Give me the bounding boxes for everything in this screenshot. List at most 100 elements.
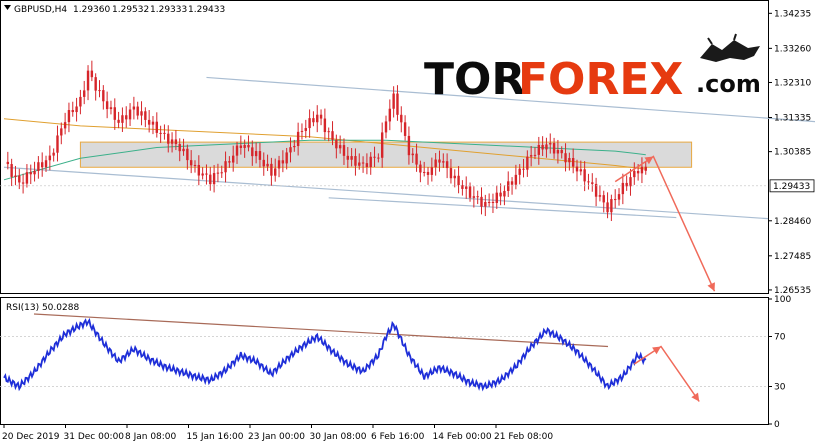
candle-body-21 xyxy=(83,90,86,97)
candle-body-157 xyxy=(602,195,605,203)
candle-body-16 xyxy=(63,122,67,129)
price-tick-label-7: 1.26535 xyxy=(774,286,811,296)
candle-body-77 xyxy=(296,131,300,147)
candle-body-28 xyxy=(109,107,113,110)
candle-body-125 xyxy=(480,196,483,207)
candle-body-134 xyxy=(514,174,518,185)
candle-body-57 xyxy=(220,172,223,174)
candle-body-49 xyxy=(189,160,193,166)
candle-body-2 xyxy=(10,164,13,177)
rsi-tick-label-3: 0 xyxy=(774,420,780,430)
candle-body-30 xyxy=(117,119,120,123)
candle-body-115 xyxy=(442,161,445,163)
candle-body-106 xyxy=(407,135,411,156)
candle-body-159 xyxy=(610,199,613,213)
candle-body-136 xyxy=(522,168,525,170)
candle-body-6 xyxy=(25,172,29,184)
candle-body-59 xyxy=(228,161,231,163)
candle-body-15 xyxy=(60,128,63,136)
candle-body-64 xyxy=(247,144,250,148)
candle-body-149 xyxy=(571,158,575,167)
price-tick-label-1: 1.33260 xyxy=(774,44,811,54)
candle-body-69 xyxy=(266,163,269,167)
candle-body-166 xyxy=(636,170,640,174)
time-tick-label-8: 21 Feb 08:00 xyxy=(494,432,553,442)
candle-body-156 xyxy=(598,195,602,197)
candle-body-80 xyxy=(308,118,311,129)
candle-body-92 xyxy=(354,156,357,166)
candle-body-108 xyxy=(415,153,418,165)
candle-body-161 xyxy=(617,194,621,200)
main-plot-layer xyxy=(0,60,815,292)
candle-body-48 xyxy=(186,148,189,161)
candle-body-39 xyxy=(151,121,155,125)
candle-body-160 xyxy=(614,199,617,201)
candle-body-12 xyxy=(48,155,52,161)
candle-body-88 xyxy=(338,145,342,149)
candle-body-52 xyxy=(201,173,204,176)
candle-body-31 xyxy=(121,115,124,123)
candle-body-74 xyxy=(285,152,288,164)
candle-body-68 xyxy=(262,159,265,167)
candle-body-140 xyxy=(537,144,540,155)
candle-body-137 xyxy=(526,156,529,170)
candle-body-107 xyxy=(411,153,414,156)
candle-body-123 xyxy=(472,196,476,198)
rsi-tick-label-1: 70 xyxy=(774,333,786,343)
candle-body-35 xyxy=(136,106,139,116)
candle-body-118 xyxy=(453,175,456,179)
candle-body-32 xyxy=(125,115,128,120)
candle-body-51 xyxy=(197,164,201,176)
candle-body-168 xyxy=(644,166,647,171)
svg-text:.com: .com xyxy=(696,70,761,98)
candle-body-105 xyxy=(403,122,407,136)
candle-body-167 xyxy=(640,166,644,174)
time-tick-label-6: 6 Feb 16:00 xyxy=(371,432,425,442)
candle-body-50 xyxy=(193,164,197,166)
candle-body-110 xyxy=(423,171,426,173)
rsi-forecast-arrowhead-up xyxy=(652,346,662,355)
candle-body-42 xyxy=(163,132,166,134)
candle-body-65 xyxy=(251,147,254,157)
current-price-box xyxy=(769,179,815,193)
price-tick-label-0: 1.34235 xyxy=(774,9,811,19)
channel-upper-line xyxy=(206,76,815,123)
candle-body-87 xyxy=(335,139,338,149)
rsi-line xyxy=(3,317,647,392)
candle-body-29 xyxy=(113,107,116,120)
candle-body-133 xyxy=(510,181,514,185)
candle-body-23 xyxy=(90,70,94,78)
candle-body-109 xyxy=(419,164,422,173)
candle-body-40 xyxy=(155,121,158,133)
candle-body-119 xyxy=(457,175,460,186)
price-tick-label-6: 1.27485 xyxy=(774,252,811,262)
candle-body-60 xyxy=(232,155,235,163)
candle-body-101 xyxy=(388,108,392,122)
channel-lower-line xyxy=(3,166,769,220)
candle-body-43 xyxy=(167,133,170,144)
candle-body-127 xyxy=(487,201,491,203)
candle-body-86 xyxy=(331,131,334,140)
candle-body-124 xyxy=(476,196,479,198)
candle-body-56 xyxy=(216,172,220,174)
candle-body-129 xyxy=(495,192,498,203)
candle-body-89 xyxy=(342,145,346,156)
candle-body-147 xyxy=(564,153,567,163)
time-tick-label-5: 30 Jan 08:00 xyxy=(310,432,367,442)
candle-body-162 xyxy=(621,182,625,195)
candle-body-146 xyxy=(560,149,563,154)
candle-body-96 xyxy=(369,156,372,168)
candle-body-91 xyxy=(350,156,353,160)
forecast-path xyxy=(614,155,716,292)
candle-body-139 xyxy=(533,154,537,156)
candle-body-81 xyxy=(312,118,315,123)
candle-body-163 xyxy=(625,182,628,187)
candle-body-94 xyxy=(361,162,365,164)
candle-body-99 xyxy=(380,132,384,158)
ohlc-high: 1.29532 xyxy=(112,5,149,15)
price-tick-label-3: 1.31335 xyxy=(774,114,811,124)
candle-body-54 xyxy=(209,174,212,185)
candle-body-103 xyxy=(396,93,399,115)
